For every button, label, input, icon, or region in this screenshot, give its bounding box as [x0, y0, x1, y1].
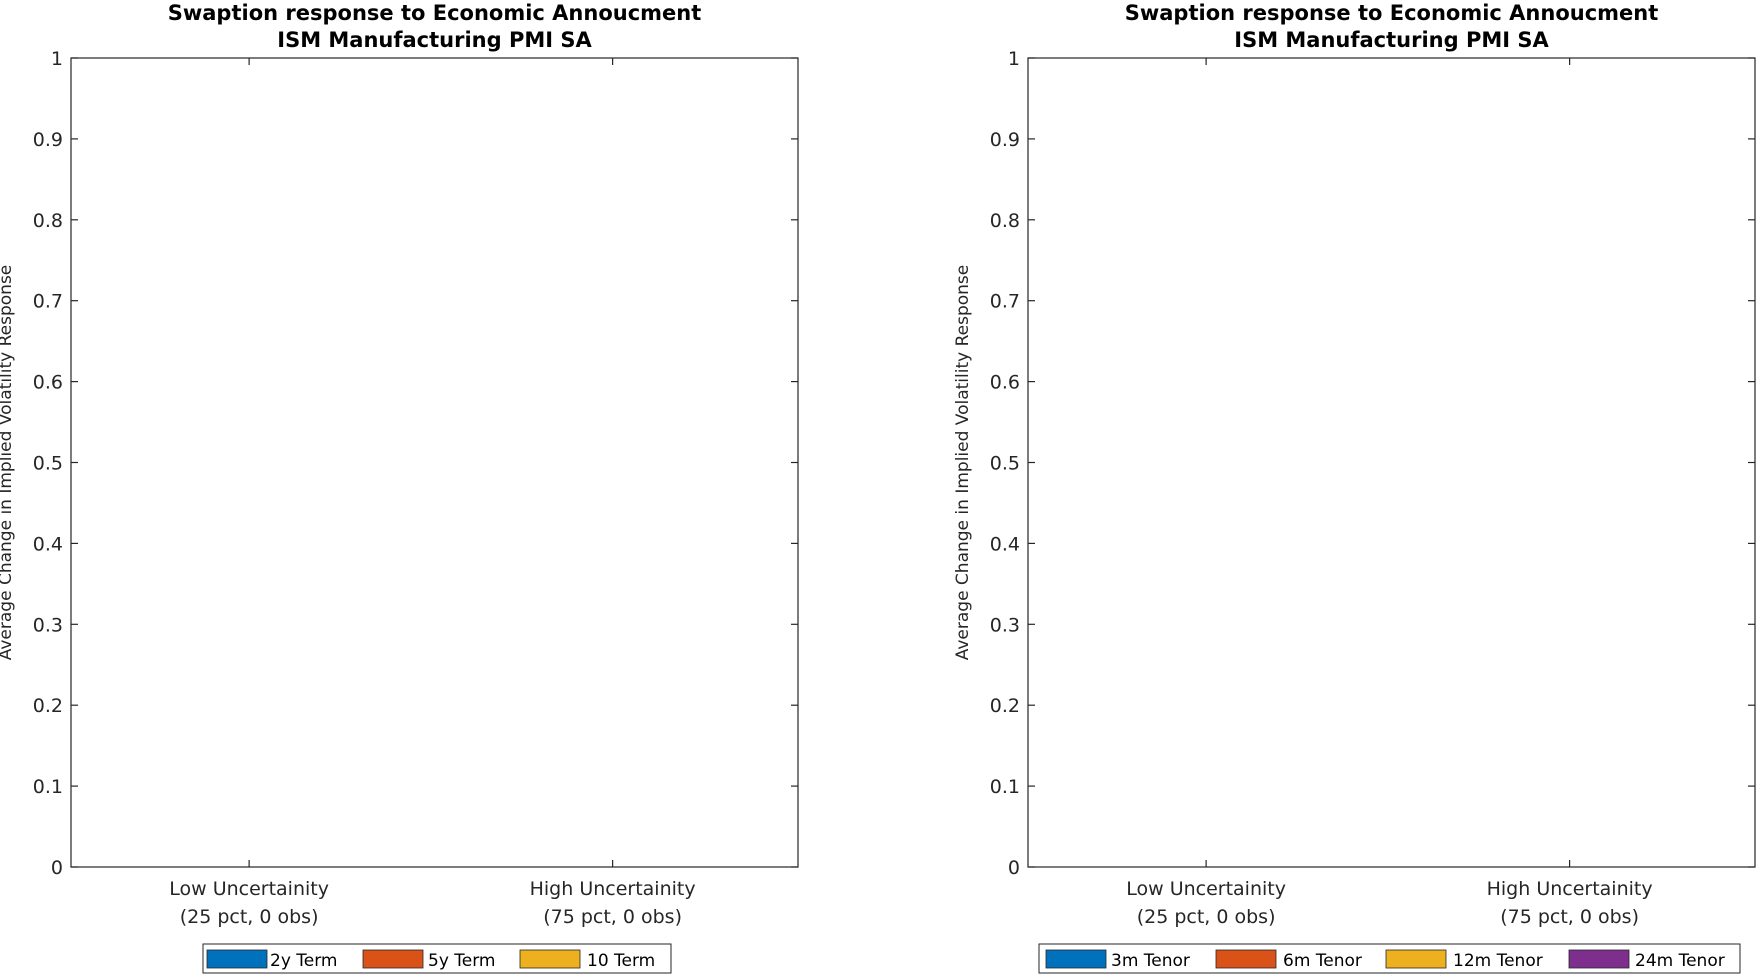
x-category-label: Low Uncertainity	[169, 878, 329, 900]
legend-swatch	[206, 949, 268, 969]
chart-title: Swaption response to Economic Annoucment	[168, 1, 702, 25]
legend-swatch	[1215, 949, 1277, 969]
y-tick-label: 0.2	[33, 695, 63, 717]
legend-swatch	[1045, 949, 1107, 969]
y-tick-label: 0.6	[33, 372, 63, 394]
y-tick-label: 0.7	[33, 291, 63, 313]
y-tick-label: 0.2	[990, 695, 1020, 717]
legend-label: 3m Tenor	[1111, 951, 1190, 971]
y-axis-label: Average Change in Implied Volatility Res…	[0, 265, 16, 661]
x-category-count: (25 pct, 0 obs)	[180, 906, 319, 928]
legend-label: 12m Tenor	[1453, 951, 1543, 971]
plot-area	[1027, 57, 1756, 868]
legend-swatch	[362, 949, 424, 969]
legend: 2y Term 5y Term 10 Term	[202, 943, 672, 974]
y-tick-label: 0.8	[990, 210, 1020, 232]
y-tick-label: 0.5	[990, 453, 1020, 475]
legend-swatch	[1568, 949, 1630, 969]
x-category-label: High Uncertainity	[1487, 878, 1653, 900]
y-tick-label: 0	[1008, 857, 1020, 879]
y-tick-label: 0.5	[33, 453, 63, 475]
y-tick-label: 1	[51, 48, 63, 70]
legend-label: 5y Term	[428, 951, 496, 971]
y-tick-label: 0.1	[33, 776, 63, 798]
y-tick-label: 0.7	[990, 291, 1020, 313]
legend-label: 6m Tenor	[1283, 951, 1362, 971]
y-tick-label: 0.9	[990, 129, 1020, 151]
plot-area	[70, 57, 799, 868]
legend-swatch	[1385, 949, 1447, 969]
x-category-label: Low Uncertainity	[1126, 878, 1286, 900]
legend-label: 24m Tenor	[1635, 951, 1725, 971]
y-tick-label: 1	[1008, 48, 1020, 70]
x-category-count: (25 pct, 0 obs)	[1137, 906, 1276, 928]
legend: 3m Tenor 6m Tenor 12m Tenor 24m Tenor	[1038, 943, 1741, 974]
legend-label: 10 Term	[587, 951, 655, 971]
legend-box	[202, 943, 672, 974]
y-tick-label: 0.1	[990, 776, 1020, 798]
y-tick-label: 0.4	[990, 533, 1020, 555]
y-tick-label: 0.6	[990, 372, 1020, 394]
y-axis-label: Average Change in Implied Volatility Res…	[953, 265, 973, 661]
y-tick-label: 0.4	[33, 533, 63, 555]
chart-panel-1: Swaption response to Economic Annoucment…	[0, 1, 799, 974]
chart-subtitle: ISM Manufacturing PMI SA	[277, 28, 592, 52]
x-category-count: (75 pct, 0 obs)	[543, 906, 682, 928]
chart-panel-2: Swaption response to Economic Annoucment…	[953, 1, 1756, 974]
x-category-label: High Uncertainity	[530, 878, 696, 900]
legend-swatch	[519, 949, 581, 969]
chart-subtitle: ISM Manufacturing PMI SA	[1234, 28, 1549, 52]
y-tick-label: 0	[51, 857, 63, 879]
y-tick-label: 0.3	[33, 614, 63, 636]
y-tick-label: 0.3	[990, 614, 1020, 636]
legend-label: 2y Term	[270, 951, 338, 971]
y-tick-label: 0.9	[33, 129, 63, 151]
y-tick-label: 0.8	[33, 210, 63, 232]
chart-title: Swaption response to Economic Annoucment	[1125, 1, 1659, 25]
x-category-count: (75 pct, 0 obs)	[1500, 906, 1639, 928]
